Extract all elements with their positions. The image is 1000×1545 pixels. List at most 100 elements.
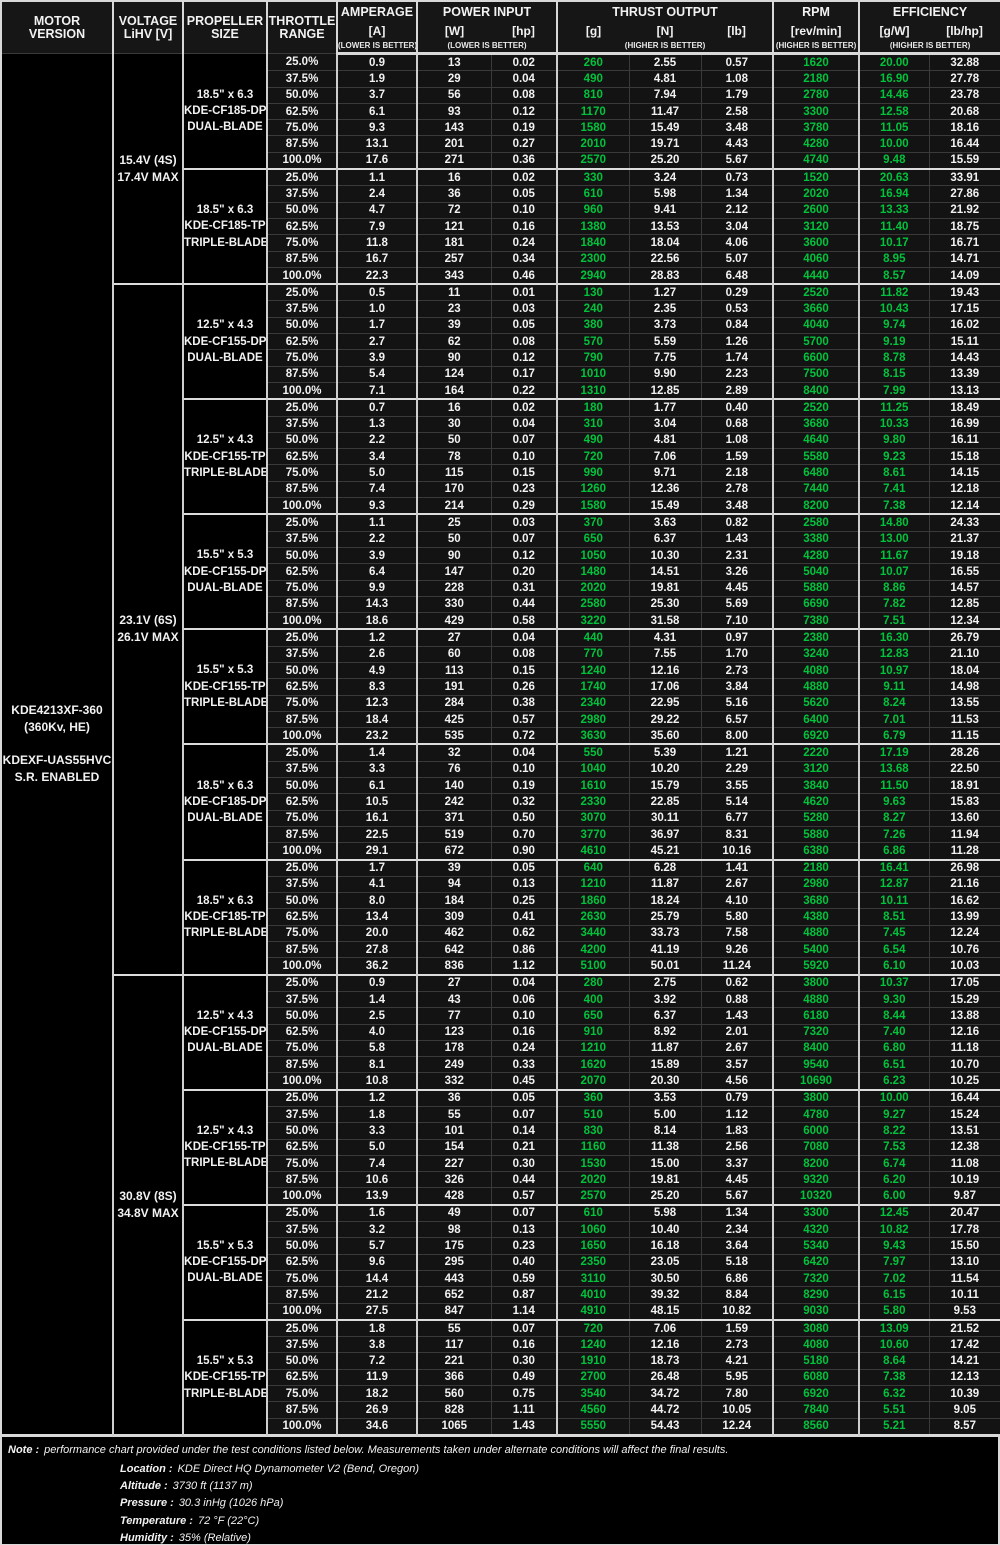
rpm-cell: 7840 xyxy=(772,1401,860,1419)
data-row: 50.0% 3.3 101 0.14 830 8.14 1.83 6000 8.22 13.51 xyxy=(1,1122,1000,1140)
data-row: 100.0% 13.9 428 0.57 2570 25.20 5.67 10320 6.00 9… xyxy=(1,1187,1000,1205)
throttle-cell: 100.0% xyxy=(266,1187,337,1205)
data-row: 87.5% 16.7 257 0.34 2300 22.56 5.07 4060 8.95 14.… xyxy=(1,250,1000,268)
power-w-cell: 191 xyxy=(416,678,491,696)
thrust-n-cell: 2.75 xyxy=(628,973,702,992)
thrust-n-cell: 8.14 xyxy=(628,1122,702,1140)
thrust-n-cell: 18.24 xyxy=(628,892,702,909)
unit-amperage: [A] xyxy=(336,23,417,39)
efficiency-gw-cell: 6.20 xyxy=(858,1171,930,1188)
power-hp-cell: 0.15 xyxy=(490,464,558,482)
data-row: 75.0% 16.1 371 0.50 3070 30.11 6.77 5280 8.27 13.… xyxy=(1,809,1000,827)
throttle-cell: 62.5% xyxy=(266,563,337,580)
efficiency-lbhp-cell: 11.28 xyxy=(928,842,1000,860)
data-row: 15.5" x 5.3 KDE-CF155-DP DUAL-BLADE 25.0% 1.… xyxy=(1,513,1000,630)
power-hp-cell: 0.24 xyxy=(490,1039,558,1057)
thrust-g-cell: 330 xyxy=(556,168,630,186)
throttle-cell: 37.5% xyxy=(266,185,337,203)
power-hp-cell: 0.16 xyxy=(490,1336,558,1353)
amperage-cell: 3.7 xyxy=(336,86,417,104)
power-hp-cell: 0.30 xyxy=(490,1352,558,1370)
throttle-cell: 87.5% xyxy=(266,365,337,383)
power-hp-cell: 0.07 xyxy=(490,530,558,548)
efficiency-lbhp-cell: 12.85 xyxy=(928,595,1000,613)
thrust-g-cell: 830 xyxy=(556,1122,630,1140)
power-w-cell: 429 xyxy=(416,612,491,630)
thrust-g-cell: 1480 xyxy=(556,563,630,580)
efficiency-lbhp-cell: 12.24 xyxy=(928,924,1000,942)
amperage-cell: 1.3 xyxy=(336,415,417,433)
condition-value: 3730 ft (1137 m) xyxy=(172,1480,253,1493)
power-hp-cell: 0.26 xyxy=(490,678,558,696)
amperage-cell: 23.2 xyxy=(336,727,417,745)
efficiency-lbhp-cell: 17.78 xyxy=(928,1221,1000,1238)
thrust-g-cell: 640 xyxy=(556,858,630,877)
efficiency-gw-cell: 6.54 xyxy=(858,941,930,958)
data-row: 100.0% 36.2 836 1.12 5100 50.01 11.24 5920 6.10 1… xyxy=(1,957,1000,975)
thrust-lb-cell: 7.58 xyxy=(700,924,774,942)
thrust-n-cell: 22.56 xyxy=(628,250,702,268)
power-hp-cell: 0.14 xyxy=(490,1122,558,1140)
thrust-lb-cell: 3.84 xyxy=(700,678,774,696)
thrust-g-cell: 2700 xyxy=(556,1368,630,1386)
efficiency-lbhp-cell: 26.98 xyxy=(928,858,1000,877)
thrust-g-cell: 1910 xyxy=(556,1352,630,1370)
throttle-cell: 75.0% xyxy=(266,119,337,136)
condition-altitude: Altitude : 3730 ft (1137 m) xyxy=(2,1478,998,1495)
amperage-cell: 18.2 xyxy=(336,1385,417,1402)
efficiency-gw-cell: 13.68 xyxy=(858,760,930,778)
rpm-cell: 5700 xyxy=(772,333,860,350)
rpm-cell: 4440 xyxy=(772,266,860,285)
rpm-cell: 8200 xyxy=(772,497,860,515)
amperage-cell: 2.6 xyxy=(336,645,417,663)
thrust-lb-cell: 12.24 xyxy=(700,1417,774,1435)
throttle-cell: 62.5% xyxy=(266,908,337,926)
rpm-cell: 2980 xyxy=(772,875,860,893)
throttle-cell: 25.0% xyxy=(266,858,337,877)
efficiency-gw-cell: 12.45 xyxy=(858,1203,930,1222)
amperage-cell: 0.7 xyxy=(336,398,417,417)
amperage-cell: 18.6 xyxy=(336,612,417,630)
condition-value: 30.3 inHg (1026 hPa) xyxy=(178,1497,284,1510)
power-w-cell: 140 xyxy=(416,777,491,794)
amperage-cell: 3.9 xyxy=(336,349,417,367)
efficiency-lbhp-cell: 11.15 xyxy=(928,727,1000,745)
throttle-cell: 37.5% xyxy=(266,1221,337,1238)
power-hp-cell: 0.90 xyxy=(490,842,558,860)
efficiency-gw-cell: 8.51 xyxy=(858,908,930,926)
thrust-lb-cell: 8.00 xyxy=(700,727,774,745)
efficiency-gw-cell: 16.94 xyxy=(858,185,930,203)
efficiency-lbhp-cell: 14.98 xyxy=(928,678,1000,696)
efficiency-lbhp-cell: 10.25 xyxy=(928,1072,1000,1090)
amperage-cell: 5.0 xyxy=(336,1138,417,1156)
thrust-n-cell: 45.21 xyxy=(628,842,702,860)
efficiency-lbhp-cell: 16.11 xyxy=(928,431,1000,449)
rpm-cell: 2780 xyxy=(772,86,860,104)
thrust-n-cell: 30.50 xyxy=(628,1269,702,1287)
throttle-cell: 100.0% xyxy=(266,727,337,745)
note-thrust: (HIGHER IS BETTER) xyxy=(556,39,774,55)
power-hp-cell: 0.13 xyxy=(490,1221,558,1238)
thrust-g-cell: 3110 xyxy=(556,1269,630,1287)
thrust-g-cell: 1040 xyxy=(556,760,630,778)
throttle-cell: 25.0% xyxy=(266,168,337,186)
header-throttle-line2: RANGE xyxy=(279,26,325,41)
thrust-g-cell: 2980 xyxy=(556,710,630,728)
thrust-n-cell: 2.55 xyxy=(628,52,702,71)
throttle-cell: 75.0% xyxy=(266,1154,337,1172)
rpm-cell: 5620 xyxy=(772,694,860,712)
throttle-cell: 87.5% xyxy=(266,825,337,843)
throttle-cell: 37.5% xyxy=(266,1105,337,1123)
efficiency-lbhp-cell: 17.05 xyxy=(928,973,1000,992)
amperage-cell: 9.6 xyxy=(336,1253,417,1271)
power-hp-cell: 0.02 xyxy=(490,398,558,417)
data-row: 75.0% 14.4 443 0.59 3110 30.50 6.86 7320 7.02 11.… xyxy=(1,1269,1000,1287)
rpm-cell: 6080 xyxy=(772,1368,860,1386)
rpm-cell: 7500 xyxy=(772,365,860,383)
thrust-g-cell: 1610 xyxy=(556,777,630,794)
thrust-g-cell: 1580 xyxy=(556,119,630,136)
propeller-cell: 15.5" x 5.3 KDE-CF155-DP DUAL-BLADE xyxy=(182,1203,267,1320)
thrust-g-cell: 1260 xyxy=(556,480,630,498)
rpm-cell: 2180 xyxy=(772,858,860,877)
propeller-cell: 18.5" x 6.3 KDE-CF185-TP TRIPLE-BLADE xyxy=(182,858,267,975)
